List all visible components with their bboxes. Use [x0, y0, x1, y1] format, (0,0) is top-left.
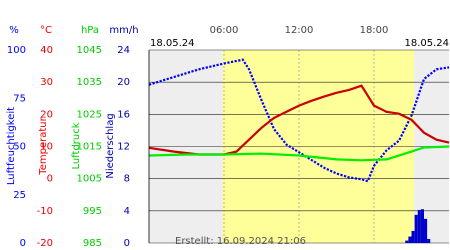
y-tick-label: 12 [117, 142, 130, 153]
y-tick-label: 1025 [77, 109, 102, 120]
axis-unit: hPa [81, 25, 99, 36]
y-tick-label: 10 [40, 142, 53, 153]
precip-bar [414, 214, 418, 243]
precip-bar [405, 240, 409, 243]
axis-unit: % [9, 25, 19, 36]
y-tick-label: -20 [37, 238, 53, 249]
y-tick-label: -10 [37, 206, 53, 217]
y-tick-label: 20 [40, 109, 53, 120]
axis-unit: °C [40, 25, 52, 36]
y-tick-label: 0 [124, 238, 130, 249]
precip-bar [427, 238, 431, 243]
x-tick-label: 12:00 [285, 25, 314, 36]
axis-title: Luftfeuchtigkeit [6, 107, 17, 185]
axis-title: Temperatur [38, 116, 49, 175]
y-tick-label: 1005 [77, 174, 102, 185]
axis-title: Niederschlag [105, 113, 116, 178]
x-tick-label: 06:00 [210, 25, 239, 36]
axis-title: Luftdruck [71, 122, 82, 169]
y-tick-label: 16 [117, 109, 130, 120]
y-tick-label: 30 [40, 77, 53, 88]
y-tick-label: 1035 [77, 77, 102, 88]
y-tick-label: 50 [13, 142, 26, 153]
y-tick-label: 25 [13, 190, 26, 201]
y-tick-label: 985 [83, 238, 102, 249]
series-line [148, 145, 450, 162]
precip-bar [411, 230, 415, 243]
precip-bar [408, 236, 412, 243]
y-tick-label: 20 [117, 77, 130, 88]
precip-bar [417, 210, 421, 243]
y-tick-label: 75 [13, 93, 26, 104]
y-tick-label: 100 [7, 45, 26, 56]
y-tick-label: 40 [40, 45, 53, 56]
x-tick-label: 18:00 [360, 25, 389, 36]
y-tick-label: 1045 [77, 45, 102, 56]
y-tick-label: 0 [20, 238, 26, 249]
axis-unit: mm/h [109, 25, 138, 36]
y-tick-label: 1015 [77, 142, 102, 153]
precip-bar [424, 218, 428, 243]
footer-note: Erstellt: 16.09.2024 21:06 [175, 236, 306, 247]
precip-bar [420, 209, 424, 243]
y-tick-label: 8 [124, 174, 130, 185]
series-line [148, 58, 450, 183]
y-tick-label: 995 [83, 206, 102, 217]
date-right: 18.05.24 [404, 38, 449, 49]
y-tick-label: 4 [124, 206, 130, 217]
y-tick-label: 0 [47, 174, 53, 185]
date-left: 18.05.24 [150, 38, 195, 49]
y-tick-label: 24 [117, 45, 130, 56]
series-line [148, 84, 450, 156]
